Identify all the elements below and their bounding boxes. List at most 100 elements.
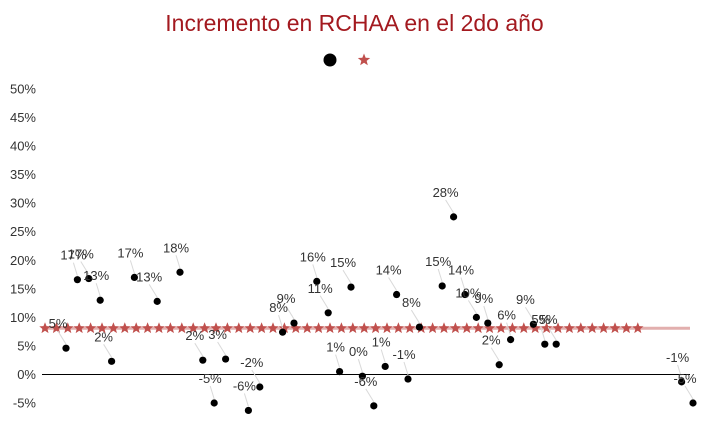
label-leader-line — [437, 268, 443, 283]
data-point — [108, 357, 116, 365]
reference-star-marker — [210, 322, 222, 334]
data-label: -6% — [354, 374, 378, 389]
reference-star-marker — [290, 322, 302, 334]
data-label: 8% — [269, 300, 288, 315]
data-label: 9% — [516, 292, 535, 307]
reference-star-marker — [586, 322, 598, 334]
data-label: 15% — [330, 255, 356, 270]
data-point — [130, 273, 138, 281]
data-label: 9% — [474, 291, 493, 306]
label-leader-line — [285, 305, 295, 320]
reference-star-marker — [529, 322, 541, 334]
label-leader-line — [684, 385, 694, 400]
data-points — [62, 213, 697, 415]
label-leader-line — [80, 261, 90, 275]
data-label: 28% — [433, 185, 459, 200]
legend-star-marker — [357, 53, 371, 66]
label-leader-line — [540, 327, 546, 341]
label-leader-line — [342, 269, 352, 284]
data-label: 2% — [185, 328, 204, 343]
data-point — [256, 383, 264, 391]
reference-star-marker — [187, 322, 199, 334]
reference-series — [39, 322, 690, 334]
reference-star-marker — [244, 322, 256, 334]
data-point — [210, 399, 218, 407]
reference-star-marker — [50, 322, 63, 334]
label-leader-line — [467, 300, 477, 314]
data-point — [381, 362, 389, 371]
data-point — [62, 344, 70, 352]
data-label: 11% — [308, 281, 333, 296]
reference-star-marker — [449, 322, 462, 334]
reference-star-marker — [255, 322, 268, 334]
data-label: 2% — [482, 333, 501, 348]
data-point — [358, 372, 366, 380]
reference-star-marker — [347, 322, 359, 334]
label-leader-line — [357, 359, 363, 373]
data-point — [324, 309, 332, 317]
label-leader-line — [217, 341, 227, 356]
data-label: 14% — [448, 263, 474, 278]
label-leader-line — [483, 305, 489, 320]
label-leader-line — [547, 326, 557, 341]
data-point — [461, 290, 469, 299]
data-label: 16% — [300, 249, 326, 264]
data-point — [678, 378, 686, 386]
reference-star-marker — [176, 322, 188, 334]
label-leader-line — [95, 283, 101, 297]
reference-star-marker — [506, 322, 519, 334]
data-label: 15% — [425, 254, 451, 269]
label-leader-line — [506, 322, 512, 336]
data-point — [495, 361, 503, 369]
label-leader-line — [209, 385, 215, 400]
y-tick-label: 20% — [10, 253, 36, 268]
data-label: 5% — [539, 312, 558, 327]
label-leader-line — [243, 393, 249, 407]
data-label: 14% — [376, 263, 402, 278]
reference-star-marker — [358, 322, 370, 334]
data-point — [541, 340, 549, 348]
label-leader-line — [175, 255, 181, 269]
y-tick-label: 15% — [10, 281, 36, 296]
data-label: -2% — [240, 355, 264, 370]
data-point — [199, 356, 207, 364]
label-leader-line — [57, 330, 67, 345]
label-leader-line — [278, 315, 284, 329]
reference-star-marker — [84, 322, 97, 334]
data-point — [404, 375, 412, 383]
y-tick-label: 30% — [10, 196, 36, 211]
data-point — [370, 402, 378, 410]
reference-star-marker — [438, 322, 450, 334]
label-leader-line — [335, 354, 341, 368]
data-point — [415, 323, 423, 331]
data-point — [313, 277, 321, 285]
label-leader-line — [410, 309, 420, 324]
y-axis: 50% 45% 40% 35% 30% 25% 20% 15% 10% 5% 0% -5% — [10, 82, 690, 411]
data-point — [176, 268, 184, 276]
data-label: 3% — [208, 327, 227, 342]
data-point — [507, 336, 515, 344]
data-point — [336, 368, 344, 376]
reference-star-marker — [62, 322, 74, 334]
reference-star-marker — [335, 322, 348, 334]
data-label: 8% — [402, 295, 421, 310]
label-leader-line — [490, 347, 500, 362]
reference-star-marker — [198, 322, 211, 334]
label-leader-line — [148, 284, 158, 298]
legend-circle-marker — [323, 53, 337, 67]
reference-star-marker — [39, 322, 51, 334]
reference-star-marker — [392, 322, 405, 334]
reference-star-marker — [324, 322, 336, 334]
reference-star-marker — [369, 322, 382, 334]
data-point — [279, 328, 287, 336]
reference-star-marker — [540, 322, 553, 334]
reference-star-marker — [267, 322, 279, 334]
reference-star-marker — [597, 322, 610, 334]
label-leader-line — [460, 277, 466, 291]
data-label: -1% — [392, 347, 416, 362]
label-leader-line — [129, 260, 135, 274]
data-label: 13% — [83, 268, 109, 283]
data-point — [552, 340, 560, 348]
data-label: 17% — [60, 248, 86, 263]
reference-star-marker — [130, 322, 142, 334]
